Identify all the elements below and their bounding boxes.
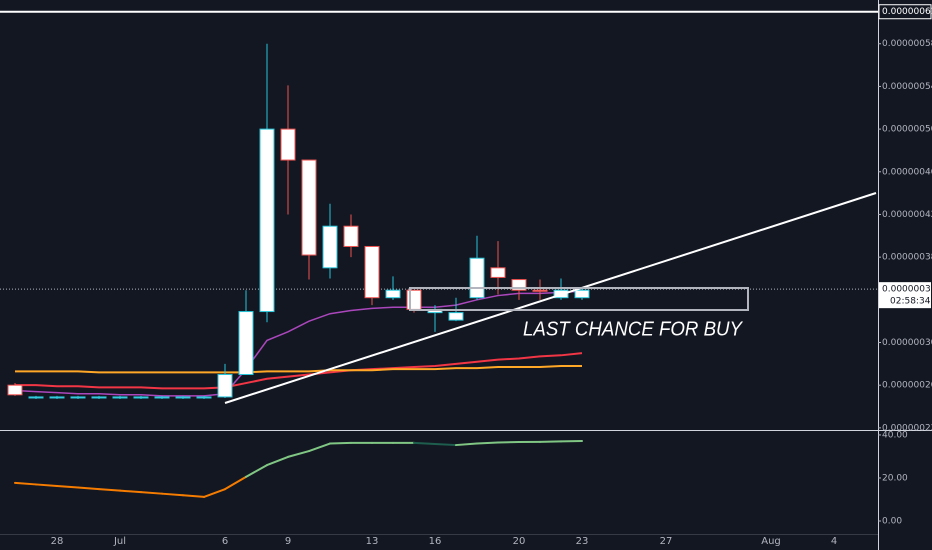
x-tick-label: 16 — [429, 536, 442, 547]
y-tick-label: 0.00000022 — [882, 423, 932, 433]
indicator-tick-label: 40.00 — [882, 430, 908, 440]
moving-average — [15, 352, 583, 390]
candle-body — [364, 245, 380, 299]
moving-average — [14, 290, 583, 397]
candle-body — [91, 396, 107, 399]
candle-body — [385, 289, 401, 299]
x-tick-label: 28 — [51, 536, 64, 547]
indicator-line — [161, 492, 184, 497]
candle-body — [532, 289, 548, 292]
y-tick-label: 0.00000058 — [882, 39, 932, 49]
candle-body — [154, 396, 170, 399]
indicator-tick-label: 0.00 — [882, 517, 902, 527]
trend-line — [224, 192, 877, 404]
indicator-line — [35, 483, 58, 487]
indicator-line — [14, 481, 37, 486]
indicator-line — [140, 491, 163, 495]
zone-box — [409, 287, 749, 311]
candle-body — [511, 279, 527, 291]
moving-average — [15, 364, 582, 374]
x-tick-label: 20 — [513, 536, 526, 547]
y-tick-label: 0.00000050 — [882, 125, 932, 135]
indicator-line — [476, 441, 499, 445]
indicator-tick-label: 20.00 — [882, 473, 908, 483]
y-tick-label: 0.00000030 — [882, 338, 932, 348]
candle-body — [448, 312, 464, 321]
high-label: 0.00000061 — [882, 7, 932, 17]
indicator-line — [245, 464, 268, 478]
indicator-line — [224, 475, 247, 491]
candle-body — [280, 128, 296, 161]
y-tick-label: 0.00000054 — [882, 82, 932, 92]
x-tick-label: 9 — [285, 536, 291, 547]
indicator-line — [308, 442, 331, 453]
indicator-line — [413, 441, 436, 445]
indicator-line — [182, 494, 205, 498]
y-tick-label: 0.00000026 — [882, 381, 932, 391]
indicator-line — [455, 442, 478, 447]
x-tick-label: Jul — [113, 536, 126, 547]
candle-body — [196, 396, 212, 399]
x-tick-label: 27 — [660, 536, 673, 547]
candle-body — [217, 374, 233, 398]
candle-body — [574, 289, 590, 299]
indicator-line — [287, 450, 310, 458]
y-tick-label: 0.00000042 — [882, 210, 932, 220]
countdown: 02:58:34 — [890, 297, 931, 307]
candle-body — [175, 396, 191, 399]
candle-body — [322, 225, 338, 269]
candle-body — [469, 257, 485, 299]
y-tick-label: 0.00000038 — [882, 253, 932, 263]
axes: 0.00000058 0.00000054 0.00000050 0.00000046… — [51, 4, 932, 547]
candle-body — [238, 311, 254, 376]
indicator-line — [119, 489, 142, 494]
candle-body — [259, 128, 275, 313]
x-tick-label: 23 — [576, 536, 589, 547]
candle-body — [490, 267, 506, 278]
indicator-line — [203, 488, 226, 498]
candle-body — [28, 396, 44, 399]
candle-body — [112, 396, 128, 399]
indicator-line — [98, 488, 121, 492]
indicator-line — [434, 442, 457, 447]
indicator-line — [56, 484, 79, 489]
x-tick-label: 4 — [831, 536, 837, 547]
marks — [0, 10, 878, 498]
high-label-box — [878, 4, 932, 20]
price-label: 0.00000035 — [882, 285, 932, 295]
candle-body — [133, 396, 149, 399]
y-tick-label: 0.00000046 — [882, 167, 932, 177]
candle-body — [49, 396, 65, 399]
candle-body — [343, 225, 359, 247]
candle-body — [7, 384, 23, 396]
candle-body — [70, 396, 86, 399]
indicator-line — [266, 455, 289, 467]
x-tick-label: Aug — [761, 536, 781, 547]
annotation: LAST CHANCE FOR BUY — [523, 318, 744, 340]
x-tick-label: 13 — [366, 536, 379, 547]
candle-body — [301, 159, 317, 256]
x-tick-label: 6 — [222, 536, 228, 547]
price-label-box — [879, 282, 931, 309]
indicator-line — [329, 441, 352, 445]
indicator-line — [77, 486, 100, 491]
